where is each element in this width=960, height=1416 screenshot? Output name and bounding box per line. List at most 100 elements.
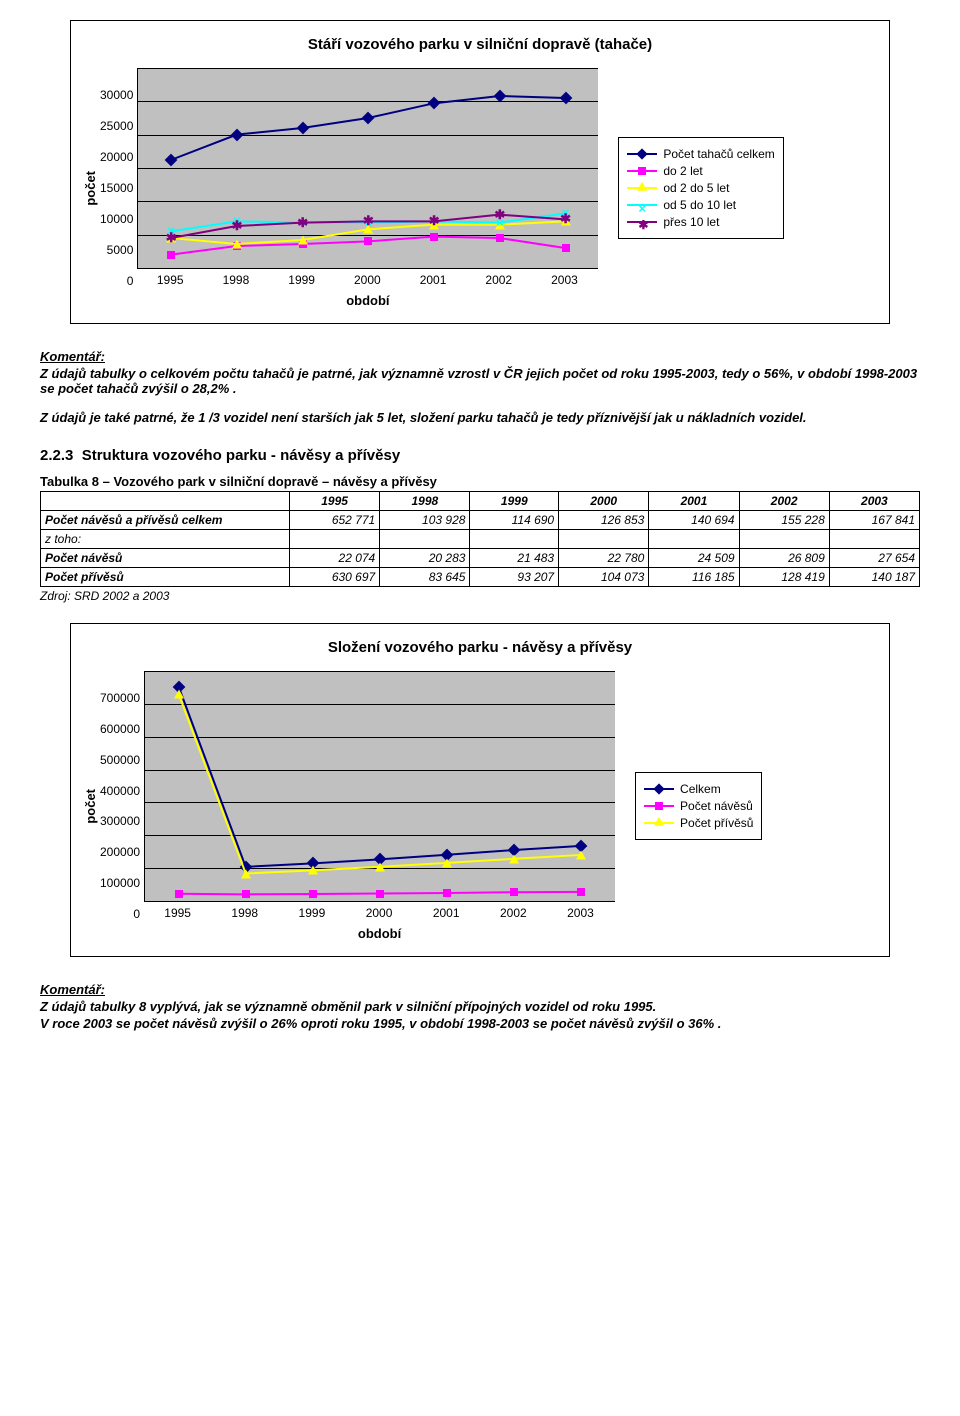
table-cell: 27 654 [829,549,919,568]
table-cell: 21 483 [470,549,559,568]
legend-item: Počet návěsů [644,799,753,813]
chart-fleet-age: Stáří vozového parku v silniční dopravě … [70,20,890,324]
table-body: Počet návěsů a přívěsů celkem 652 771103… [41,511,920,587]
chart2-xticks: 1995199819992000200120022003 [144,906,614,920]
table-row: Počet přívěsů 630 69783 64593 207104 073… [41,568,920,587]
commentary2-head: Komentář: [40,982,920,997]
chart1-xlabel: období [137,293,598,308]
table-cell: 167 841 [829,511,919,530]
legend-label: Celkem [680,782,721,796]
chart1-ylabel: počet [81,171,100,206]
chart1-yticks: 300002500020000150001000050000 [100,88,137,288]
commentary1-body2: Z údajů je také patrné, že 1 /3 vozidel … [40,410,920,425]
legend-item: do 2 let [627,164,774,178]
table-cell: 116 185 [649,568,739,587]
table-header: 1998 [380,492,470,511]
commentary2-body1: Z údajů tabulky 8 vyplývá, jak se význam… [40,999,920,1014]
table-row: Počet návěsů a přívěsů celkem 652 771103… [41,511,920,530]
ytick-label: 25000 [100,119,133,133]
commentary-1: Komentář: Z údajů tabulky o celkovém poč… [40,349,920,425]
xtick-label: 2000 [354,273,381,287]
commentary1-body1: Z údajů tabulky o celkovém počtu tahačů … [40,366,920,396]
ytick-label: 30000 [100,88,133,102]
xtick-label: 2001 [433,906,460,920]
chart2-ylabel: počet [81,789,100,824]
table-cell: 20 283 [380,549,470,568]
commentary1-head: Komentář: [40,349,920,364]
legend-label: Počet tahačů celkem [663,147,774,161]
xtick-label: 2001 [420,273,447,287]
table-cell: 26 809 [739,549,829,568]
row-label: Počet návěsů [41,549,290,568]
xtick-label: 1999 [288,273,315,287]
data-table: 1995199819992000200120022003 Počet návěs… [40,491,920,587]
table-cell [649,530,739,549]
legend-label: Počet návěsů [680,799,753,813]
table-cell [470,530,559,549]
ytick-label: 600000 [100,722,140,736]
table-cell: 652 771 [290,511,380,530]
legend-item: od 2 do 5 let [627,181,774,195]
chart-composition: Složení vozového parku - návěsy a přívěs… [70,623,890,957]
ytick-label: 700000 [100,691,140,705]
commentary-2: Komentář: Z údajů tabulky 8 vyplývá, jak… [40,982,920,1031]
ytick-label: 10000 [100,212,133,226]
table-cell [290,530,380,549]
chart1-xticks: 1995 1998 1999 2000 2001 2002 2003 [137,273,597,287]
table-source: Zdroj: SRD 2002 a 2003 [40,589,920,603]
table-cell: 140 694 [649,511,739,530]
table-header: 1995 [290,492,380,511]
legend-item: Počet tahačů celkem [627,147,774,161]
xtick-label: 2002 [500,906,527,920]
ytick-label: 0 [100,274,133,288]
row-label: Počet návěsů a přívěsů celkem [41,511,290,530]
legend-label: do 2 let [663,164,702,178]
ytick-label: 100000 [100,876,140,890]
chart2-xlabel: období [144,926,615,941]
ytick-label: 300000 [100,814,140,828]
legend-label: Počet přívěsů [680,816,753,830]
xtick-label: 1998 [231,906,258,920]
chart2-plot [144,671,615,902]
legend-label: přes 10 let [663,215,719,229]
xtick-label: 1999 [299,906,326,920]
table-cell: 93 207 [470,568,559,587]
xtick-label: 1995 [164,906,191,920]
commentary2-body2: V roce 2003 se počet návěsů zvýšil o 26%… [40,1016,920,1031]
table-row: z toho: [41,530,920,549]
ytick-label: 15000 [100,181,133,195]
xtick-label: 2003 [551,273,578,287]
legend-label: od 5 do 10 let [663,198,736,212]
table-cell: 22 780 [559,549,649,568]
chart2-legend: Celkem Počet návěsů Počet přívěsů [635,772,762,840]
ytick-label: 5000 [100,243,133,257]
ytick-label: 500000 [100,753,140,767]
table-cell: 630 697 [290,568,380,587]
chart2-title: Složení vozového parku - návěsy a přívěs… [81,639,879,656]
chart1-plot: ×××××××✱✱✱✱✱✱✱ [137,68,598,269]
chart2-yticks: 700000 600000 500000 400000 300000 200000 1000… [100,691,144,921]
section-title: Struktura vozového parku - návěsy a přív… [82,447,400,464]
legend-item: Celkem [644,782,753,796]
table-cell: 128 419 [739,568,829,587]
table-header: 2003 [829,492,919,511]
table-cell: 103 928 [380,511,470,530]
table-cell: 22 074 [290,549,380,568]
table-header: 1999 [470,492,559,511]
xtick-label: 2002 [485,273,512,287]
table-caption: Tabulka 8 – Vozového park v silniční dop… [40,474,920,489]
table-cell [829,530,919,549]
table-cell [559,530,649,549]
ytick-label: 200000 [100,845,140,859]
table-cell [380,530,470,549]
table-cell: 104 073 [559,568,649,587]
table-cell: 155 228 [739,511,829,530]
xtick-label: 1995 [157,273,184,287]
chart1-legend: Počet tahačů celkem do 2 let od 2 do 5 l… [618,137,783,239]
section-number: 2.2.3 [40,447,73,464]
chart1-title: Stáří vozového parku v silniční dopravě … [81,36,879,53]
ytick-label: 400000 [100,784,140,798]
table-header: 2002 [739,492,829,511]
legend-item: ✱ přes 10 let [627,215,774,229]
xtick-label: 1998 [223,273,250,287]
